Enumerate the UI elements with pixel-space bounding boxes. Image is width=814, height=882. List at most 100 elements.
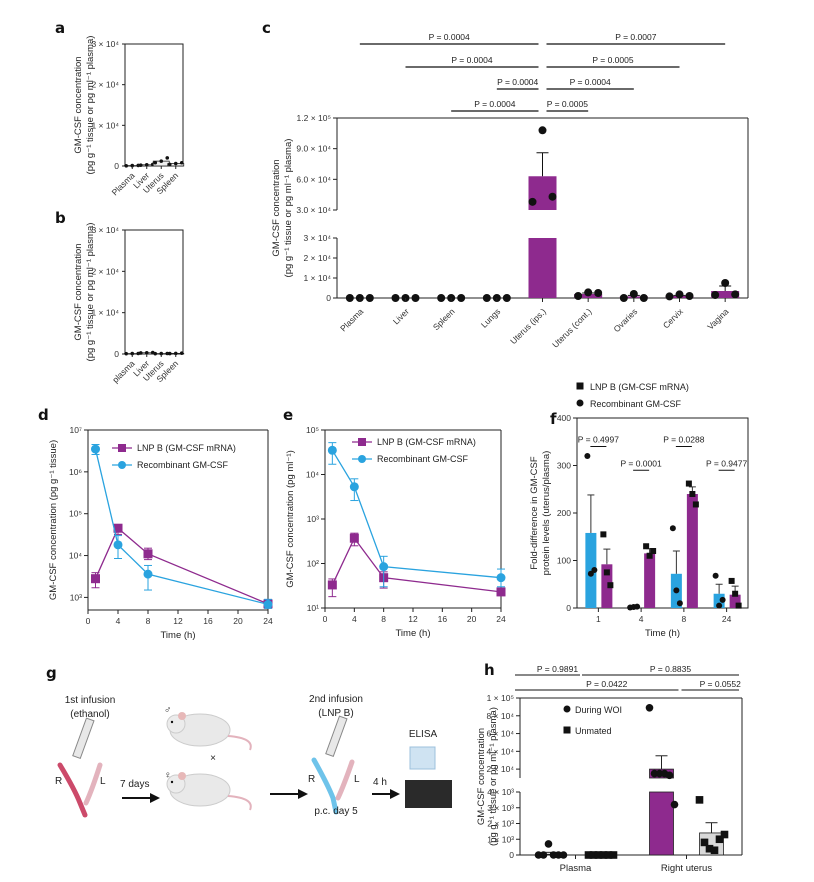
x-tick-label: 20: [233, 616, 243, 626]
y-tick-label: 2 × 10³: [487, 819, 514, 829]
data-point: [587, 570, 594, 577]
female-symbol-icon: ♀: [164, 770, 172, 781]
data-point: [711, 291, 720, 299]
y-tick-label: 0: [326, 293, 331, 303]
data-point: [599, 851, 608, 859]
data-point: [365, 294, 374, 302]
data-point: [607, 582, 614, 589]
plate-reader-icon: [405, 780, 452, 808]
p-value-label: P = 0.0004: [570, 77, 611, 87]
data-point: [692, 501, 699, 508]
y-axis-title: (pg g⁻¹ tissue or pg ml⁻¹ plasma): [85, 223, 96, 362]
y-tick-label: 2 × 10⁴: [303, 253, 331, 263]
y-tick-label: 0: [509, 850, 514, 860]
data-point: [728, 577, 735, 584]
y-axis-title: GM-CSF concentration (pg g⁻¹ tissue): [48, 440, 59, 600]
y-tick-label: 0: [566, 603, 571, 613]
data-point: [594, 289, 603, 297]
y-tick-label: 1 × 10⁴: [303, 273, 331, 283]
p-value-label: P = 0.4997: [578, 435, 619, 445]
x-tick-label: 4: [639, 614, 644, 624]
panel-c: c 3.0 × 10⁴ 6.0 × 10⁴ 9.0 × 10⁴ 1.2 × 10⁵ 0 1 …: [262, 19, 749, 350]
data-point: [594, 851, 603, 859]
x-axis-title: Time (h): [160, 630, 195, 641]
bar: [686, 494, 698, 608]
panel-letter: f: [550, 410, 557, 428]
data-point: [675, 290, 684, 299]
legend-label: Recombinant GM-CSF: [377, 454, 469, 464]
x-tick-label: Plasma: [338, 306, 365, 333]
data-point: [715, 835, 724, 844]
bar: [585, 532, 597, 608]
p-value-label: P = 0.0007: [615, 32, 656, 42]
data-point: [719, 596, 726, 603]
data-point: [619, 294, 628, 302]
y-axis-title: GM-CSF concentration (pg ml⁻¹): [285, 450, 296, 588]
data-point: [584, 288, 593, 297]
uterus-label-left: L: [354, 774, 360, 785]
data-point: [735, 602, 742, 609]
data-point: [457, 294, 466, 302]
y-tick-label: 10⁴: [306, 470, 319, 480]
x-tick-label: 0: [323, 614, 328, 624]
data-point: [124, 351, 129, 356]
data-point: [167, 351, 172, 356]
p-value-label: P = 0.0004: [429, 32, 470, 42]
p-value-label: P = 0.0004: [451, 55, 492, 65]
data-point: [712, 572, 719, 579]
legend-marker: [563, 705, 571, 713]
x-tick-label: 8: [146, 616, 151, 626]
data-point: [124, 163, 129, 168]
arrow-icon: [122, 793, 160, 803]
data-point: [639, 294, 648, 302]
data-point: [710, 846, 719, 855]
y-tick-label: 3.0 × 10⁴: [296, 205, 331, 215]
data-point: [591, 567, 598, 573]
x-tick-label: 12: [173, 616, 183, 626]
data-point: [665, 771, 674, 780]
data-point: [589, 851, 598, 859]
y-tick-label: 10⁶: [69, 467, 82, 477]
uterus-label-right: R: [55, 776, 62, 787]
data-point: [716, 602, 723, 609]
p-value-label: P = 0.0552: [700, 679, 741, 689]
y-tick-label: 10²: [307, 559, 319, 569]
data-point: [665, 292, 674, 301]
data-point: [327, 445, 337, 455]
data-point: [584, 851, 593, 859]
p-value-label: P = 0.0001: [621, 458, 662, 468]
x-tick-label: 24: [722, 614, 732, 624]
y-tick-label: 1 × 10³: [487, 834, 514, 844]
syringe-icon: [325, 715, 348, 758]
elisa-plate-icon: [409, 746, 436, 770]
data-point: [167, 162, 172, 167]
data-point: [138, 163, 143, 167]
y-tick-label: 10⁴: [69, 551, 82, 561]
bar-lower: [649, 791, 674, 856]
y-tick-label: 10¹: [307, 603, 319, 613]
data-point: [604, 851, 613, 859]
data-point: [143, 569, 153, 579]
legend-label: Recombinant GM-CSF: [590, 399, 682, 409]
bar-lower: [528, 238, 557, 298]
legend-label: LNP B (GM-CSF mRNA): [377, 437, 476, 447]
uterus-label-right: R: [308, 774, 315, 785]
y-axis-title: GM-CSF concentration: [73, 243, 84, 340]
panel-letter: h: [484, 661, 495, 679]
y-tick-label: 1 × 10⁴: [91, 120, 119, 130]
legend-marker: [576, 399, 584, 407]
y-tick-label: 10³: [70, 592, 82, 602]
data-point: [482, 294, 491, 302]
data-point: [130, 351, 135, 356]
arrow-icon: [270, 789, 308, 799]
data-point: [700, 838, 709, 847]
data-point: [538, 126, 547, 135]
panel-h: h 2 × 10⁴ 4 × 10⁴ 6 × 10⁴ 8 × 10⁴ 1 × 10⁵ 0 1 ×…: [476, 661, 743, 874]
bar: [601, 564, 613, 608]
panel-letter: c: [262, 19, 271, 37]
y-tick-label: 4 × 10³: [487, 787, 514, 797]
y-tick-label: 6.0 × 10⁴: [296, 174, 331, 184]
y-tick-label: 400: [557, 413, 571, 423]
p-value-label: P = 0.9891: [537, 664, 578, 674]
